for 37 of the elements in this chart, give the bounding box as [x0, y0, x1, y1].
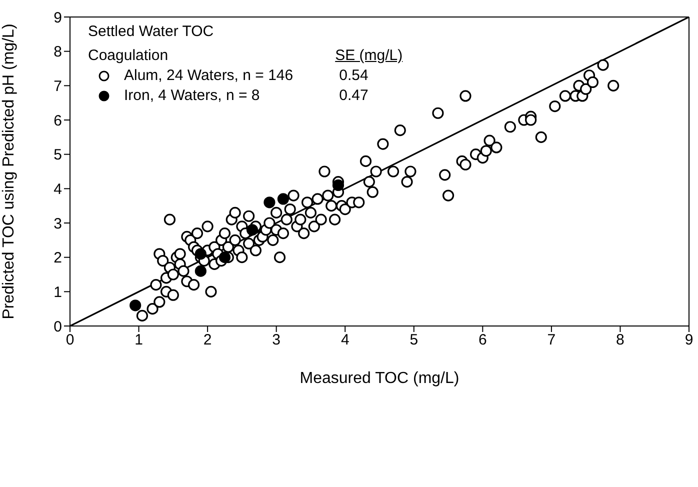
point [246, 224, 258, 236]
point [277, 193, 290, 205]
x-tick-label: 9 [684, 332, 694, 349]
x-axis-title: Measured TOC (mg/L) [300, 370, 460, 387]
y-axis-title: Predicted TOC using Predicted pH (mg/L) [0, 24, 18, 320]
y-tick-label: 5 [54, 146, 62, 164]
annotation: SE (mg/L) [335, 46, 403, 66]
chart-title: Settled Water TOC [88, 22, 215, 42]
x-tick-label: 8 [616, 332, 624, 349]
x-tick-label: 7 [547, 332, 556, 349]
point [130, 300, 142, 312]
y-tick-label: 7 [54, 78, 62, 95]
y-tick-label: 3 [54, 215, 62, 232]
y-tick-label: 0 [54, 318, 62, 336]
annotation: 0.47 [339, 86, 370, 106]
x-tick-label: 0 [66, 332, 74, 349]
point [194, 265, 206, 277]
y-tick-label: 4 [54, 180, 62, 198]
point [194, 248, 206, 260]
x-tick-label: 6 [478, 332, 487, 349]
point [332, 179, 344, 192]
point [264, 196, 276, 208]
x-tick-label: 1 [134, 332, 143, 349]
annotation: 0.54 [339, 66, 370, 86]
y-tick-label: 1 [54, 284, 62, 301]
legend-label: Alum, 24 Waters, n = 146 [124, 66, 294, 86]
legend-label: Iron, 4 Waters, n = 8 [124, 86, 261, 106]
x-tick-label: 2 [203, 332, 212, 349]
x-tick-label: 3 [272, 332, 281, 349]
y-tick-label: 6 [54, 112, 62, 130]
x-tick-label: 5 [410, 332, 418, 349]
y-tick-label: 8 [54, 44, 62, 61]
legend-title: Coagulation [88, 46, 170, 66]
y-tick-label: 2 [54, 250, 62, 267]
point [218, 252, 231, 264]
x-tick-label: 4 [340, 332, 350, 349]
y-tick-label: 9 [54, 9, 62, 26]
